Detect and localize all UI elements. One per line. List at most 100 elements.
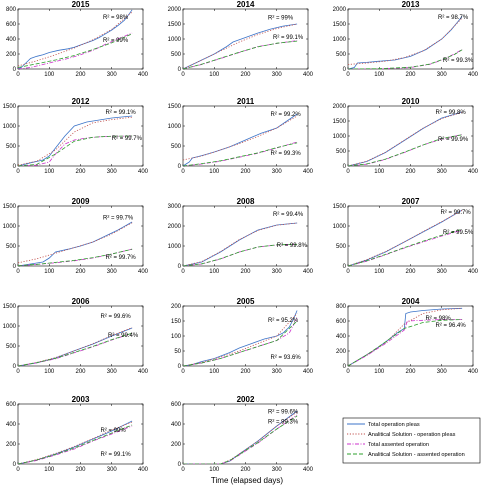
series-line bbox=[348, 111, 463, 166]
series-line bbox=[183, 320, 298, 366]
y-tick-label: 0 bbox=[178, 164, 182, 170]
x-tick-label: 200 bbox=[75, 269, 86, 275]
x-tick-label: 300 bbox=[107, 467, 118, 473]
y-tick-label: 1000 bbox=[168, 244, 182, 250]
x-tick-label: 300 bbox=[437, 169, 448, 175]
series-line bbox=[18, 115, 133, 166]
x-tick-label: 0 bbox=[181, 72, 185, 78]
x-tick-label: 200 bbox=[240, 72, 251, 78]
y-tick-label: 0 bbox=[343, 364, 347, 370]
series-line bbox=[18, 424, 133, 464]
x-tick-label: 100 bbox=[209, 169, 220, 175]
x-tick-label: 200 bbox=[405, 72, 416, 78]
r2-label-operation: R² = 98% bbox=[426, 316, 452, 322]
x-tick-label: 400 bbox=[303, 169, 314, 175]
y-tick-label: 1000 bbox=[3, 224, 17, 230]
r2-label-assented: R² = 99.7% bbox=[106, 255, 137, 261]
x-tick-label: 400 bbox=[138, 369, 149, 375]
x-tick-label: 400 bbox=[303, 269, 314, 275]
chart-title: 2007 bbox=[402, 197, 420, 206]
chart-panel-2010: 2010 0 100 200 300 400 0 500 1000 1500 2000 R² = 99… bbox=[333, 97, 479, 175]
chart-panel-2002: 2002 0 100 200 300 400 0 200 400 600 R² = 99.6% R² … bbox=[171, 395, 314, 473]
r2-label-assented: R² = 99.9% bbox=[438, 137, 469, 143]
series-line bbox=[348, 319, 463, 366]
x-tick-label: 0 bbox=[16, 369, 20, 375]
x-tick-label: 0 bbox=[181, 369, 185, 375]
y-tick-label: 0 bbox=[178, 462, 182, 468]
r2-label-operation: R² = 99.8% bbox=[436, 110, 467, 116]
r2-label-operation: R² = 99.6% bbox=[268, 409, 299, 415]
y-tick-label: 0 bbox=[13, 67, 17, 73]
series-line bbox=[183, 142, 298, 166]
r2-label-assented: R² = 93.6% bbox=[271, 355, 302, 361]
y-tick-label: 0 bbox=[13, 364, 17, 370]
x-tick-label: 100 bbox=[209, 72, 220, 78]
x-tick-label: 200 bbox=[405, 169, 416, 175]
chart-title: 2012 bbox=[72, 97, 90, 106]
y-tick-label: 500 bbox=[6, 244, 17, 250]
chart-title: 2008 bbox=[237, 197, 255, 206]
chart-panel-2012: 2012 0 100 200 300 400 0 500 1000 1500 R² = 99.1% R… bbox=[3, 97, 149, 175]
x-tick-label: 200 bbox=[75, 467, 86, 473]
x-tick-label: 400 bbox=[138, 72, 149, 78]
x-tick-label: 300 bbox=[272, 72, 283, 78]
y-tick-label: 100 bbox=[171, 334, 182, 340]
series-line bbox=[348, 49, 463, 69]
x-tick-label: 100 bbox=[44, 72, 55, 78]
x-tick-label: 0 bbox=[181, 169, 185, 175]
legend-box bbox=[342, 417, 481, 464]
y-tick-label: 200 bbox=[6, 52, 17, 58]
y-tick-label: 1500 bbox=[333, 22, 347, 28]
y-tick-label: 800 bbox=[6, 7, 17, 13]
series-line bbox=[18, 11, 133, 67]
x-tick-label: 400 bbox=[303, 467, 314, 473]
legend-label: Total assented operation bbox=[368, 442, 429, 448]
r2-label-operation: R² = 99% bbox=[268, 16, 294, 22]
x-tick-label: 200 bbox=[240, 269, 251, 275]
x-tick-label: 100 bbox=[374, 269, 385, 275]
y-tick-label: 200 bbox=[171, 442, 182, 448]
series-line bbox=[18, 421, 133, 464]
x-tick-label: 400 bbox=[303, 72, 314, 78]
y-tick-label: 0 bbox=[343, 264, 347, 270]
x-tick-label: 0 bbox=[346, 369, 350, 375]
chart-title: 2015 bbox=[72, 0, 90, 9]
x-tick-label: 0 bbox=[346, 169, 350, 175]
chart-title: 2010 bbox=[402, 97, 420, 106]
y-tick-label: 0 bbox=[343, 67, 347, 73]
y-tick-label: 1000 bbox=[333, 134, 347, 140]
x-tick-label: 100 bbox=[209, 269, 220, 275]
y-tick-label: 50 bbox=[174, 349, 181, 355]
x-tick-label: 0 bbox=[16, 169, 20, 175]
chart-title: 2004 bbox=[402, 297, 420, 306]
y-tick-label: 500 bbox=[171, 144, 182, 150]
y-tick-label: 0 bbox=[178, 264, 182, 270]
x-tick-label: 400 bbox=[138, 467, 149, 473]
series-line bbox=[183, 415, 298, 464]
chart-panel-2015: 2015 0 100 200 300 400 0 200 400 600 800 R² = 98% R²… bbox=[6, 0, 149, 78]
r2-label-assented: R² = 99.3% bbox=[443, 58, 474, 64]
y-tick-label: 600 bbox=[6, 22, 17, 28]
chart-title: 2006 bbox=[72, 297, 90, 306]
x-tick-label: 100 bbox=[44, 169, 55, 175]
x-tick-label: 200 bbox=[75, 169, 86, 175]
y-tick-label: 500 bbox=[336, 149, 347, 155]
series-line bbox=[183, 23, 298, 69]
chart-title: 2003 bbox=[72, 395, 90, 404]
x-tick-label: 0 bbox=[346, 269, 350, 275]
y-tick-label: 200 bbox=[336, 349, 347, 355]
r2-label-assented: R² = 99.5% bbox=[443, 230, 474, 236]
series-line bbox=[348, 210, 463, 266]
y-tick-label: 1000 bbox=[333, 224, 347, 230]
y-tick-label: 400 bbox=[6, 422, 17, 428]
y-tick-label: 1000 bbox=[168, 124, 182, 130]
r2-label-assented: R² = 96.4% bbox=[436, 323, 467, 329]
y-tick-label: 2000 bbox=[168, 224, 182, 230]
series-line bbox=[183, 313, 298, 366]
chart-panel-2003: 2003 0 100 200 300 400 0 200 400 600 R² = 99% R² = … bbox=[6, 395, 149, 473]
series-line bbox=[18, 332, 133, 366]
x-tick-label: 300 bbox=[437, 369, 448, 375]
r2-label-operation: R² = 98% bbox=[103, 15, 129, 21]
x-tick-label: 300 bbox=[107, 169, 118, 175]
